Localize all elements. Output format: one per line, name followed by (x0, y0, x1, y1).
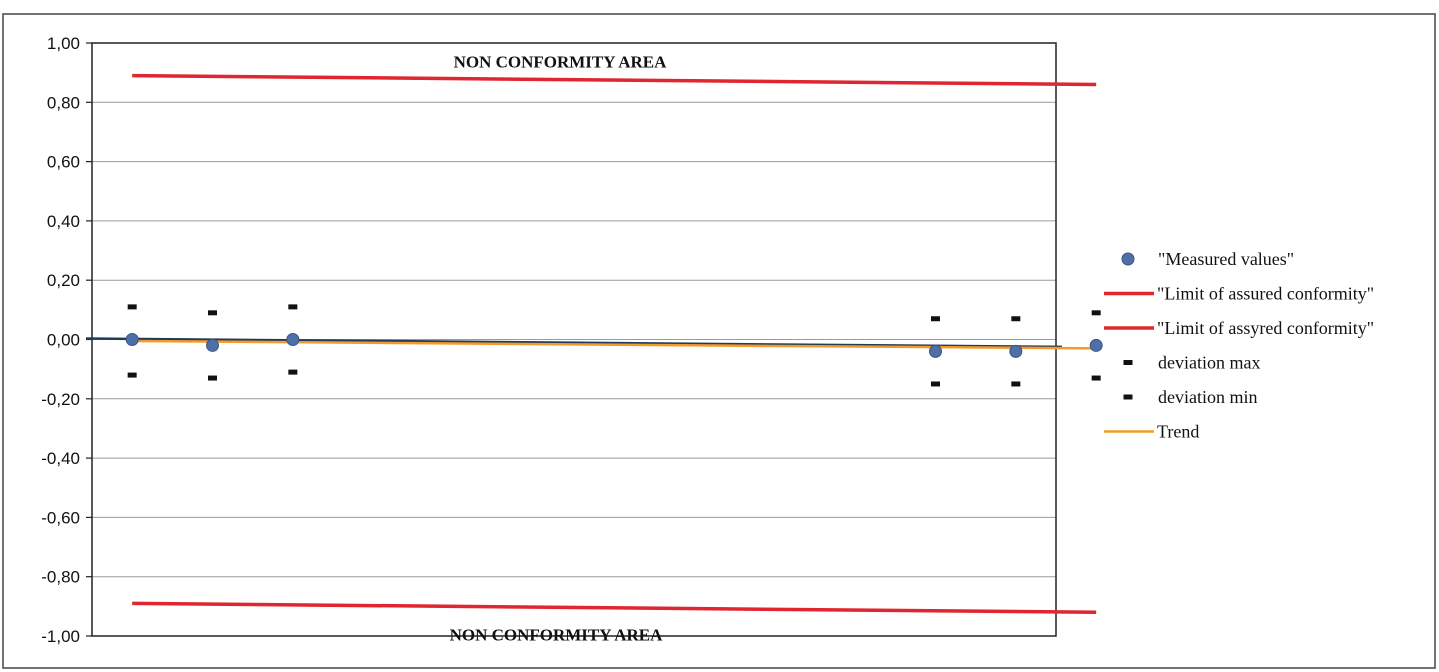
zero-axis-line (85, 337, 1063, 349)
deviation-marker (288, 304, 298, 310)
y-axis: 1,00 0,80 0,60 0,40 0,20 0,00 -0,20 -0,40 -0,60 -… (41, 34, 92, 646)
y-tick-label: -0,40 (41, 449, 80, 468)
measured-point (1009, 344, 1023, 358)
measured-point (206, 338, 219, 352)
lower-non-conformity-label: NON CONFORMITY AREA (450, 625, 664, 644)
legend-swatch (1123, 360, 1133, 365)
series-0 (125, 333, 1103, 358)
deviation-marker (208, 375, 217, 381)
deviation-marker (931, 316, 940, 322)
deviation-marker (1011, 316, 1021, 322)
legend-swatch (1121, 252, 1135, 266)
legend-label: "Limit of assured conformity" (1157, 284, 1374, 304)
upper-non-conformity-label: NON CONFORMITY AREA (454, 53, 668, 72)
y-tick-label: 0,00 (47, 331, 80, 350)
deviation-marker (1091, 375, 1101, 381)
legend-entry: deviation max (1123, 353, 1260, 373)
series-line (132, 73, 1097, 87)
y-tick-label: -0,60 (41, 508, 80, 527)
series (125, 73, 1103, 615)
legend-label: deviation min (1158, 387, 1257, 407)
y-tick-label: -1,00 (41, 627, 80, 646)
measured-point (1089, 338, 1103, 352)
legend: "Measured values" "Limit of assured confo… (1104, 249, 1374, 442)
measured-point (125, 333, 139, 346)
legend-entry: "Measured values" (1121, 249, 1294, 269)
legend-entry: deviation min (1123, 387, 1257, 407)
series-line (132, 601, 1097, 615)
y-tick-label: 0,20 (47, 271, 80, 290)
legend-label: deviation max (1158, 353, 1260, 373)
y-tick-label: 0,60 (47, 153, 80, 172)
measured-point (929, 344, 942, 358)
series-1 (132, 73, 1097, 87)
series-4 (127, 369, 1101, 387)
series-3 (127, 304, 1101, 322)
gridlines (92, 101, 1056, 578)
legend-entry: "Limit of assyred conformity" (1104, 318, 1374, 338)
legend-entry: Trend (1104, 422, 1199, 442)
deviation-marker (1091, 310, 1101, 316)
y-tick-label: -0,20 (41, 390, 80, 409)
deviation-marker (288, 369, 298, 375)
legend-label: "Measured values" (1158, 249, 1294, 269)
deviation-marker (931, 381, 940, 387)
y-tick-label: 0,40 (47, 212, 80, 231)
deviation-marker (127, 304, 137, 310)
deviation-marker (1011, 381, 1021, 387)
legend-entry: "Limit of assured conformity" (1104, 284, 1374, 304)
series-2 (132, 601, 1097, 615)
y-tick-label: -0,80 (41, 568, 80, 587)
legend-label: "Limit of assyred conformity" (1157, 318, 1374, 338)
deviation-marker (208, 310, 217, 316)
legend-label: Trend (1157, 422, 1199, 442)
measured-point (286, 333, 300, 346)
y-tick-label: 0,80 (47, 93, 80, 112)
deviation-marker (127, 372, 137, 378)
y-tick-label: 1,00 (47, 34, 80, 53)
legend-swatch (1123, 394, 1133, 400)
